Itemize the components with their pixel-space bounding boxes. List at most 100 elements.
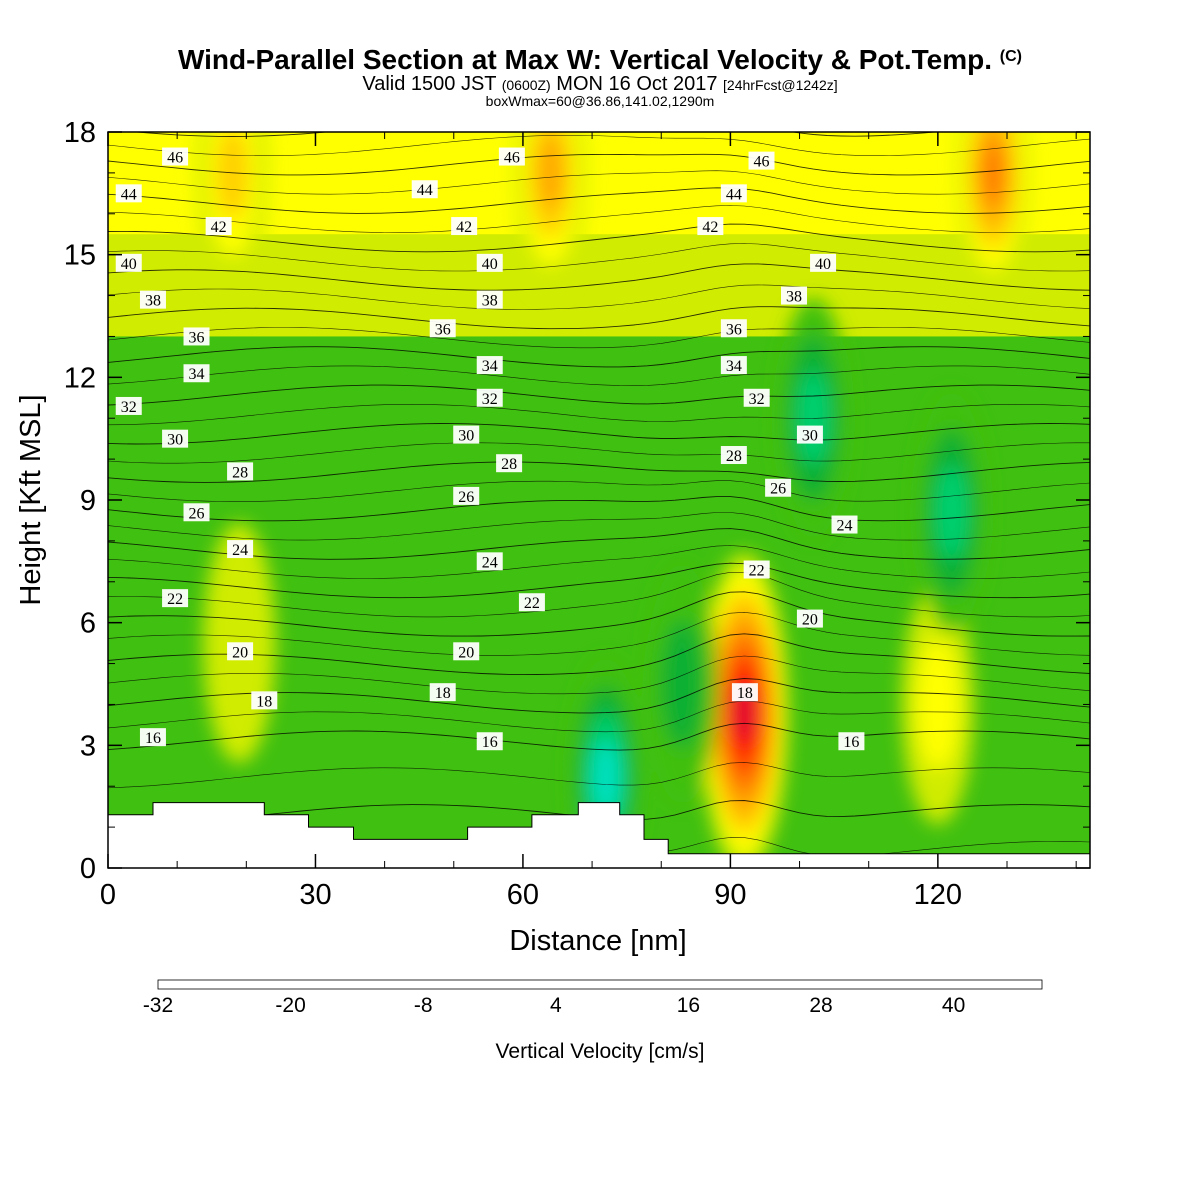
isentrope-line	[108, 384, 1090, 406]
contour-label-box	[476, 732, 503, 751]
colorbar-tick-label: 16	[677, 994, 700, 1017]
contour-label: 28	[720, 446, 747, 465]
copyright-mark: (C)	[999, 48, 1023, 65]
contour-label-box	[183, 327, 210, 346]
contour-label: 46	[162, 147, 189, 167]
contour-label-text: 44	[121, 186, 137, 203]
chart-title: Wind-Parallel Section at Max W: Vertical…	[0, 44, 1200, 76]
isentrope-line	[108, 205, 1090, 233]
contour-label-text: 32	[121, 399, 137, 416]
contour-label-text: 22	[524, 595, 540, 612]
contour-label-box	[429, 683, 456, 702]
contour-label: 42	[205, 217, 232, 236]
contour-label-text: 18	[435, 685, 451, 702]
x-tick-label: 90	[714, 879, 746, 911]
colorbar-tick-label: -20	[275, 994, 305, 1017]
contour-label-text: 38	[482, 293, 498, 310]
colorbar-tick-label: 28	[809, 994, 832, 1017]
contour-label-text: 24	[482, 554, 498, 571]
valid-prefix: Valid 1500 JST	[362, 73, 497, 95]
contour-label-text: 20	[458, 644, 474, 661]
contour-label: 16	[838, 732, 865, 751]
contour-label-text: 30	[458, 428, 474, 445]
contour-label-box	[115, 396, 142, 415]
terrain-shape	[108, 802, 1090, 868]
contour-label-text: 40	[121, 256, 137, 273]
contour-label-box	[748, 151, 775, 170]
contour-label-text: 30	[802, 428, 818, 445]
contour-label: 32	[743, 388, 770, 408]
y-tick-label: 0	[80, 853, 96, 885]
contour-label: 26	[453, 486, 480, 506]
contour-label: 32	[115, 396, 142, 416]
contour-label-box	[743, 388, 770, 407]
contour-label-box	[227, 642, 254, 661]
isentrope-line	[108, 170, 1090, 195]
colorbar-frame	[157, 979, 1043, 990]
contour-label-box	[476, 290, 503, 309]
contour-label: 34	[476, 356, 503, 375]
title-main: Wind-Parallel Section at Max W: Vertical…	[177, 44, 993, 75]
isentrope-line	[108, 512, 1090, 541]
contour-label: 36	[429, 319, 456, 338]
forecast-info: [24hrFcst@1242z]	[723, 77, 838, 93]
contour-label-box	[810, 253, 837, 272]
potential-temperature-contours	[108, 132, 1090, 863]
velocity-cell	[935, 465, 968, 559]
velocity-cell	[916, 639, 959, 770]
contour-label-box	[227, 462, 254, 481]
colorbar-tick-label: 40	[942, 994, 965, 1017]
contour-label-text: 34	[482, 358, 498, 375]
plot-area: 46 46 46 44 44 44 42 42 42 40 40 40 38 38 38 36 36 36 34 34…	[108, 132, 1090, 868]
contour-label: 20	[796, 609, 823, 629]
contour-label: 38	[781, 286, 808, 306]
contour-label: 34	[720, 356, 747, 375]
velocity-cell	[537, 135, 565, 211]
contour-label-box	[476, 253, 503, 272]
contour-label: 40	[810, 253, 837, 273]
contour-label-box	[796, 609, 823, 628]
colorbar: -32 -20 -8 4 16 28 40	[143, 979, 1043, 1017]
contour-label-text: 30	[167, 432, 183, 449]
colorbar-tick-label: 4	[550, 994, 562, 1017]
contour-label: 22	[518, 593, 545, 612]
contour-label-text: 44	[417, 182, 433, 199]
isentrope-line	[108, 461, 1090, 483]
velocity-cell	[660, 619, 703, 749]
contour-label-text: 46	[754, 154, 770, 171]
contour-label-box	[697, 217, 724, 236]
velocity-cell	[216, 132, 249, 220]
contour-label-box	[251, 691, 278, 710]
contour-label-box	[453, 642, 480, 661]
contour-label-box	[498, 147, 525, 166]
contour-label-text: 40	[815, 256, 831, 273]
x-tick-label: 120	[914, 879, 962, 911]
contour-label-text: 26	[770, 481, 786, 498]
contour-label: 30	[453, 425, 480, 445]
isentrope-line	[108, 562, 1090, 599]
contour-label: 30	[796, 425, 823, 445]
contour-label: 44	[411, 180, 438, 199]
contour-label: 24	[476, 552, 503, 571]
contour-label-box	[453, 425, 480, 444]
contour-label-box	[518, 593, 545, 612]
isentrope-line	[108, 442, 1090, 464]
valid-date: MON 16 Oct 2017	[556, 73, 718, 95]
y-tick-label: 18	[64, 117, 96, 149]
x-axis-label: Distance [nm]	[509, 925, 686, 957]
contour-label-box	[731, 683, 758, 702]
contour-label-text: 24	[837, 518, 853, 535]
contour-label-text: 26	[458, 489, 474, 506]
isentrope-line	[108, 306, 1090, 330]
contour-label-box	[453, 486, 480, 505]
isentrope-line	[108, 135, 1090, 156]
contour-label-box	[743, 560, 770, 579]
y-tick-label: 3	[80, 730, 96, 762]
contour-label: 30	[162, 429, 189, 449]
contour-label-box	[720, 446, 747, 465]
isentrope-line	[108, 480, 1090, 502]
contour-label-text: 40	[482, 256, 498, 273]
isentrope-line	[108, 346, 1090, 368]
